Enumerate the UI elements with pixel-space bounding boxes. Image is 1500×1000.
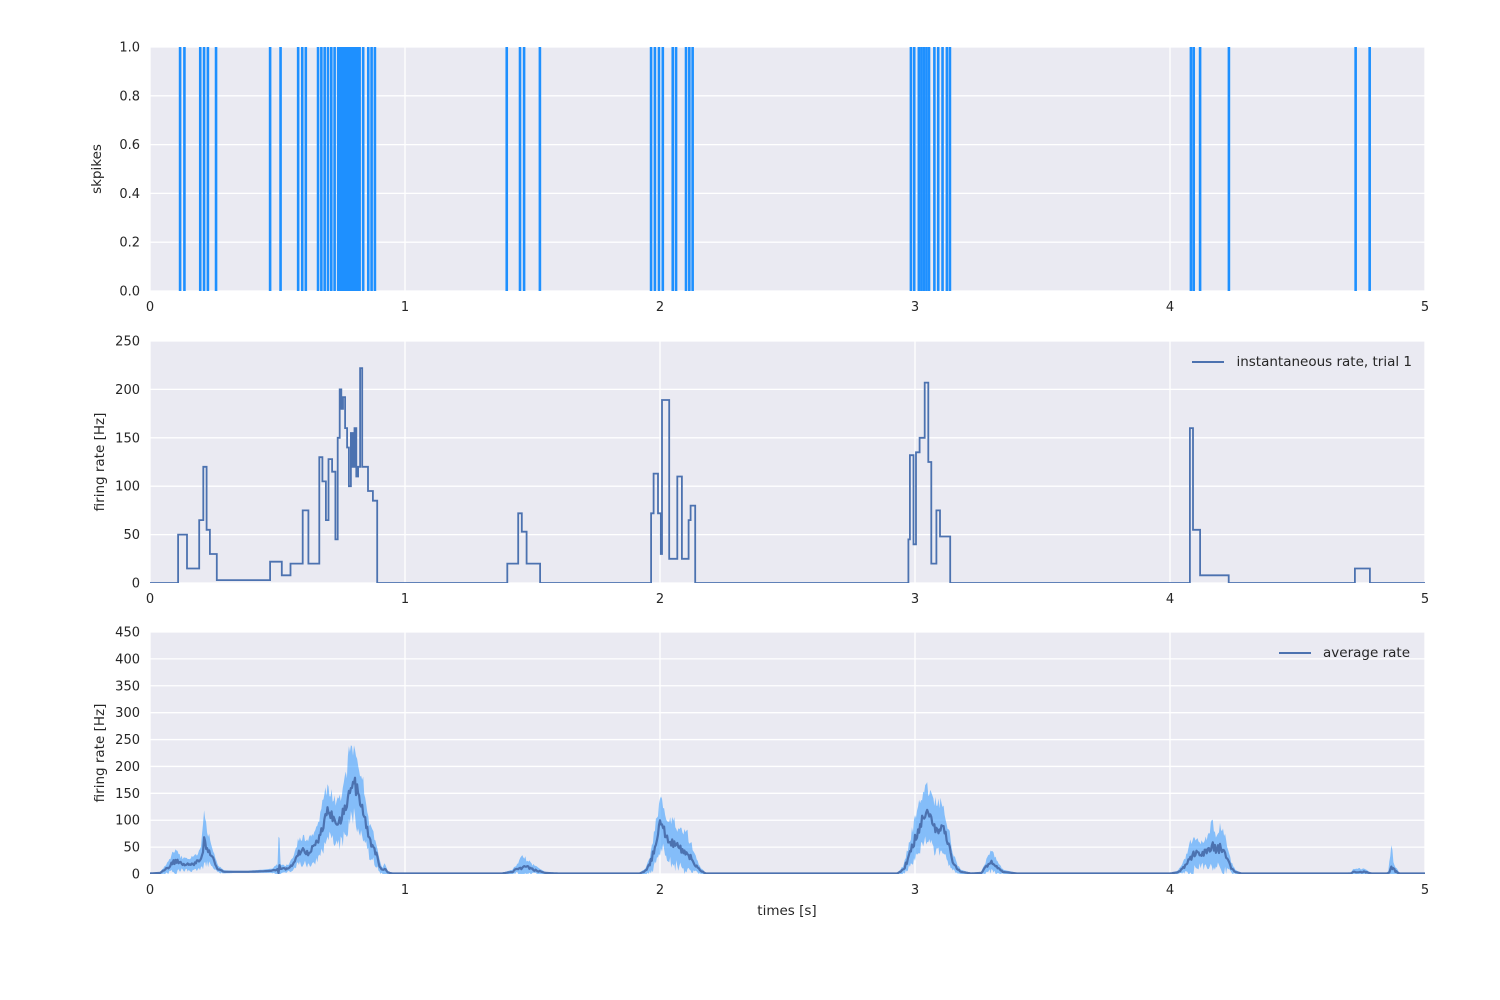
y-tick-label: 0.2 xyxy=(119,236,140,251)
instantaneous-ylabel: firing rate [Hz] xyxy=(92,412,108,512)
x-tick-label: 3 xyxy=(911,883,919,898)
y-tick-label: 250 xyxy=(115,733,140,748)
x-tick-label: 2 xyxy=(656,883,664,898)
x-tick-label: 3 xyxy=(911,300,919,315)
x-tick-label: 3 xyxy=(911,592,919,607)
plot-data-layer xyxy=(178,47,1371,291)
y-tick-label: 0.4 xyxy=(119,187,140,202)
axes-background xyxy=(150,341,1425,583)
x-tick-label: 4 xyxy=(1166,300,1174,315)
y-tick-label: 450 xyxy=(115,626,140,641)
x-tick-label: 0 xyxy=(146,883,154,898)
y-tick-label: 0.8 xyxy=(119,89,140,104)
x-tick-label: 5 xyxy=(1421,883,1429,898)
y-tick-label: 400 xyxy=(115,652,140,667)
x-tick-label: 5 xyxy=(1421,300,1429,315)
x-tick-label: 0 xyxy=(146,300,154,315)
plot-data-layer xyxy=(150,367,1425,583)
y-tick-label: 150 xyxy=(115,787,140,802)
subplot-2: 0 50 100 150 200 250 300 350 400 450 0 1 2 3 4 5 xyxy=(115,626,1429,899)
subplot-1: 0 50 100 150 200 250 0 1 2 3 4 5 xyxy=(115,335,1429,608)
x-tick-label: 1 xyxy=(401,300,409,315)
y-tick-label: 100 xyxy=(115,480,140,495)
y-tick-label: 100 xyxy=(115,814,140,829)
y-tick-label: 50 xyxy=(123,528,140,543)
x-axis-label: times [s] xyxy=(757,903,817,919)
subplot-0: 0.0 0.2 0.4 0.6 0.8 1.0 0 1 2 3 4 5 xyxy=(119,41,1429,316)
x-tick-label: 1 xyxy=(401,592,409,607)
y-tick-label: 200 xyxy=(115,760,140,775)
legend-instantaneous-rate: instantaneous rate, trial 1 xyxy=(1192,354,1412,370)
y-tick-label: 250 xyxy=(115,335,140,350)
y-tick-label: 1.0 xyxy=(119,41,140,56)
axes-background xyxy=(150,632,1425,874)
y-tick-label: 0 xyxy=(132,577,140,592)
y-tick-label: 0.0 xyxy=(119,285,140,300)
x-tick-label: 4 xyxy=(1166,883,1174,898)
y-tick-label: 50 xyxy=(123,841,140,856)
average-rate-line xyxy=(150,776,1425,874)
legend-line-sample-icon xyxy=(1279,652,1312,654)
y-tick-label: 0.6 xyxy=(119,138,140,153)
average-ylabel: firing rate [Hz] xyxy=(92,703,108,803)
y-tick-label: 150 xyxy=(115,431,140,446)
legend-line-sample-icon xyxy=(1192,361,1225,363)
instantaneous-rate-line xyxy=(150,367,1425,583)
x-tick-label: 2 xyxy=(656,592,664,607)
y-tick-label: 350 xyxy=(115,679,140,694)
x-tick-label: 4 xyxy=(1166,592,1174,607)
legend-average-rate: average rate xyxy=(1279,645,1410,661)
y-tick-label: 300 xyxy=(115,706,140,721)
plot-data-layer xyxy=(150,745,1425,874)
x-tick-label: 2 xyxy=(656,300,664,315)
y-tick-label: 0 xyxy=(132,868,140,883)
raster-ylabel: skpikes xyxy=(89,144,105,194)
legend-label: instantaneous rate, trial 1 xyxy=(1236,354,1412,370)
x-tick-label: 0 xyxy=(146,592,154,607)
y-tick-label: 200 xyxy=(115,383,140,398)
legend-label: average rate xyxy=(1323,645,1410,661)
x-tick-label: 1 xyxy=(401,883,409,898)
x-tick-label: 5 xyxy=(1421,592,1429,607)
